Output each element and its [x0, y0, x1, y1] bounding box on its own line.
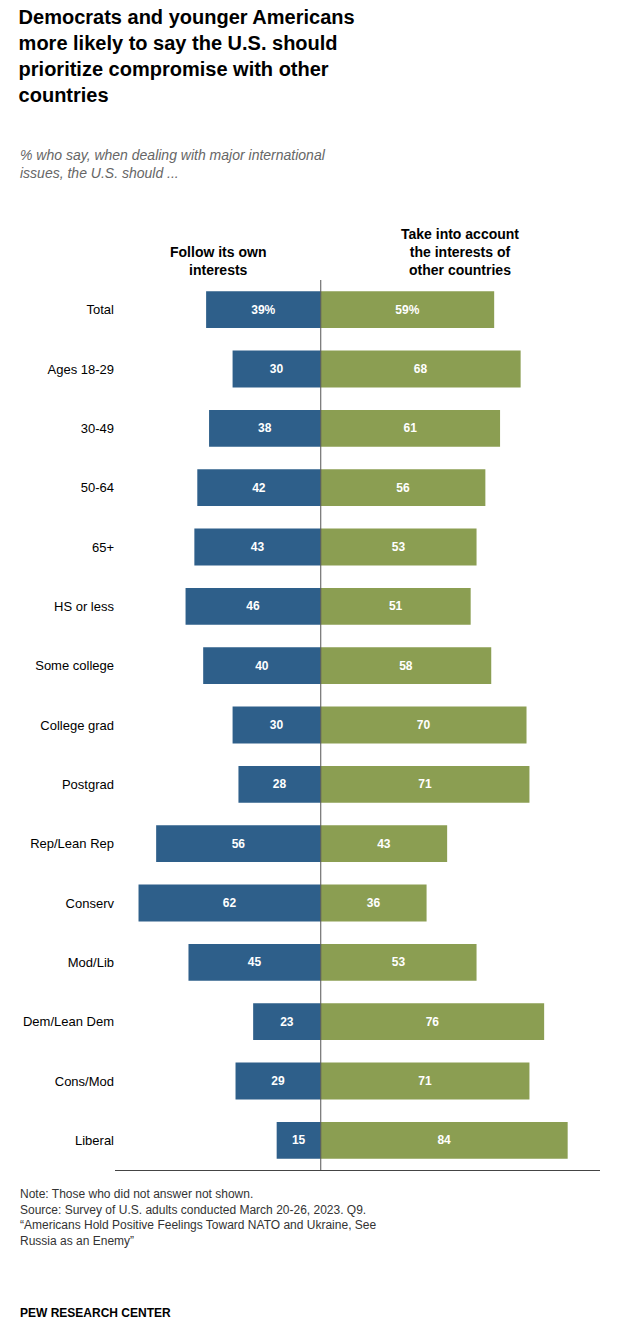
svg-text:46: 46 [246, 599, 260, 613]
svg-text:43: 43 [251, 540, 265, 554]
svg-text:40: 40 [255, 659, 269, 673]
svg-text:71: 71 [418, 777, 432, 791]
svg-text:30: 30 [270, 362, 284, 376]
svg-text:College grad: College grad [40, 718, 114, 733]
svg-text:38: 38 [258, 421, 272, 435]
svg-text:62: 62 [223, 896, 237, 910]
svg-text:53: 53 [392, 955, 406, 969]
svg-text:51: 51 [389, 599, 403, 613]
svg-text:36: 36 [367, 896, 381, 910]
svg-text:Some college: Some college [35, 658, 114, 673]
svg-text:Democrats and younger American: Democrats and younger Americansmore like… [19, 6, 355, 106]
svg-text:Conserv: Conserv [66, 896, 115, 911]
svg-text:53: 53 [392, 540, 406, 554]
svg-text:71: 71 [418, 1074, 432, 1088]
svg-text:61: 61 [404, 421, 418, 435]
svg-text:58: 58 [399, 659, 413, 673]
svg-text:Ages 18-29: Ages 18-29 [48, 362, 115, 377]
svg-text:HS or less: HS or less [54, 599, 114, 614]
svg-text:15: 15 [292, 1133, 306, 1147]
svg-text:68: 68 [414, 362, 428, 376]
svg-text:76: 76 [426, 1015, 440, 1029]
svg-text:50-64: 50-64 [81, 480, 114, 495]
svg-text:Liberal: Liberal [75, 1133, 114, 1148]
svg-text:84: 84 [437, 1133, 451, 1147]
svg-text:43: 43 [377, 837, 391, 851]
svg-text:56: 56 [232, 837, 246, 851]
svg-text:28: 28 [273, 777, 287, 791]
svg-text:Follow its owninterests: Follow its owninterests [170, 244, 266, 278]
svg-text:% who say, when dealing with m: % who say, when dealing with major inter… [20, 147, 326, 181]
svg-text:Cons/Mod: Cons/Mod [55, 1074, 114, 1089]
svg-text:Rep/Lean Rep: Rep/Lean Rep [30, 836, 114, 851]
svg-text:Take into accountthe interests: Take into accountthe interests ofother c… [401, 226, 519, 278]
svg-text:Note: Those who did not answer: Note: Those who did not answer not shown… [20, 1187, 376, 1248]
svg-text:PEW RESEARCH CENTER: PEW RESEARCH CENTER [20, 1306, 171, 1320]
svg-text:42: 42 [252, 481, 266, 495]
svg-text:70: 70 [417, 718, 431, 732]
svg-text:45: 45 [248, 955, 262, 969]
svg-text:59%: 59% [395, 303, 419, 317]
svg-text:39%: 39% [251, 303, 275, 317]
svg-text:Mod/Lib: Mod/Lib [68, 955, 114, 970]
svg-text:Dem/Lean Dem: Dem/Lean Dem [23, 1014, 114, 1029]
svg-text:Total: Total [87, 302, 115, 317]
svg-text:56: 56 [396, 481, 410, 495]
svg-text:29: 29 [271, 1074, 285, 1088]
svg-text:23: 23 [280, 1015, 294, 1029]
svg-text:65+: 65+ [92, 540, 114, 555]
svg-text:30-49: 30-49 [81, 421, 114, 436]
svg-text:30: 30 [270, 718, 284, 732]
svg-text:Postgrad: Postgrad [62, 777, 114, 792]
